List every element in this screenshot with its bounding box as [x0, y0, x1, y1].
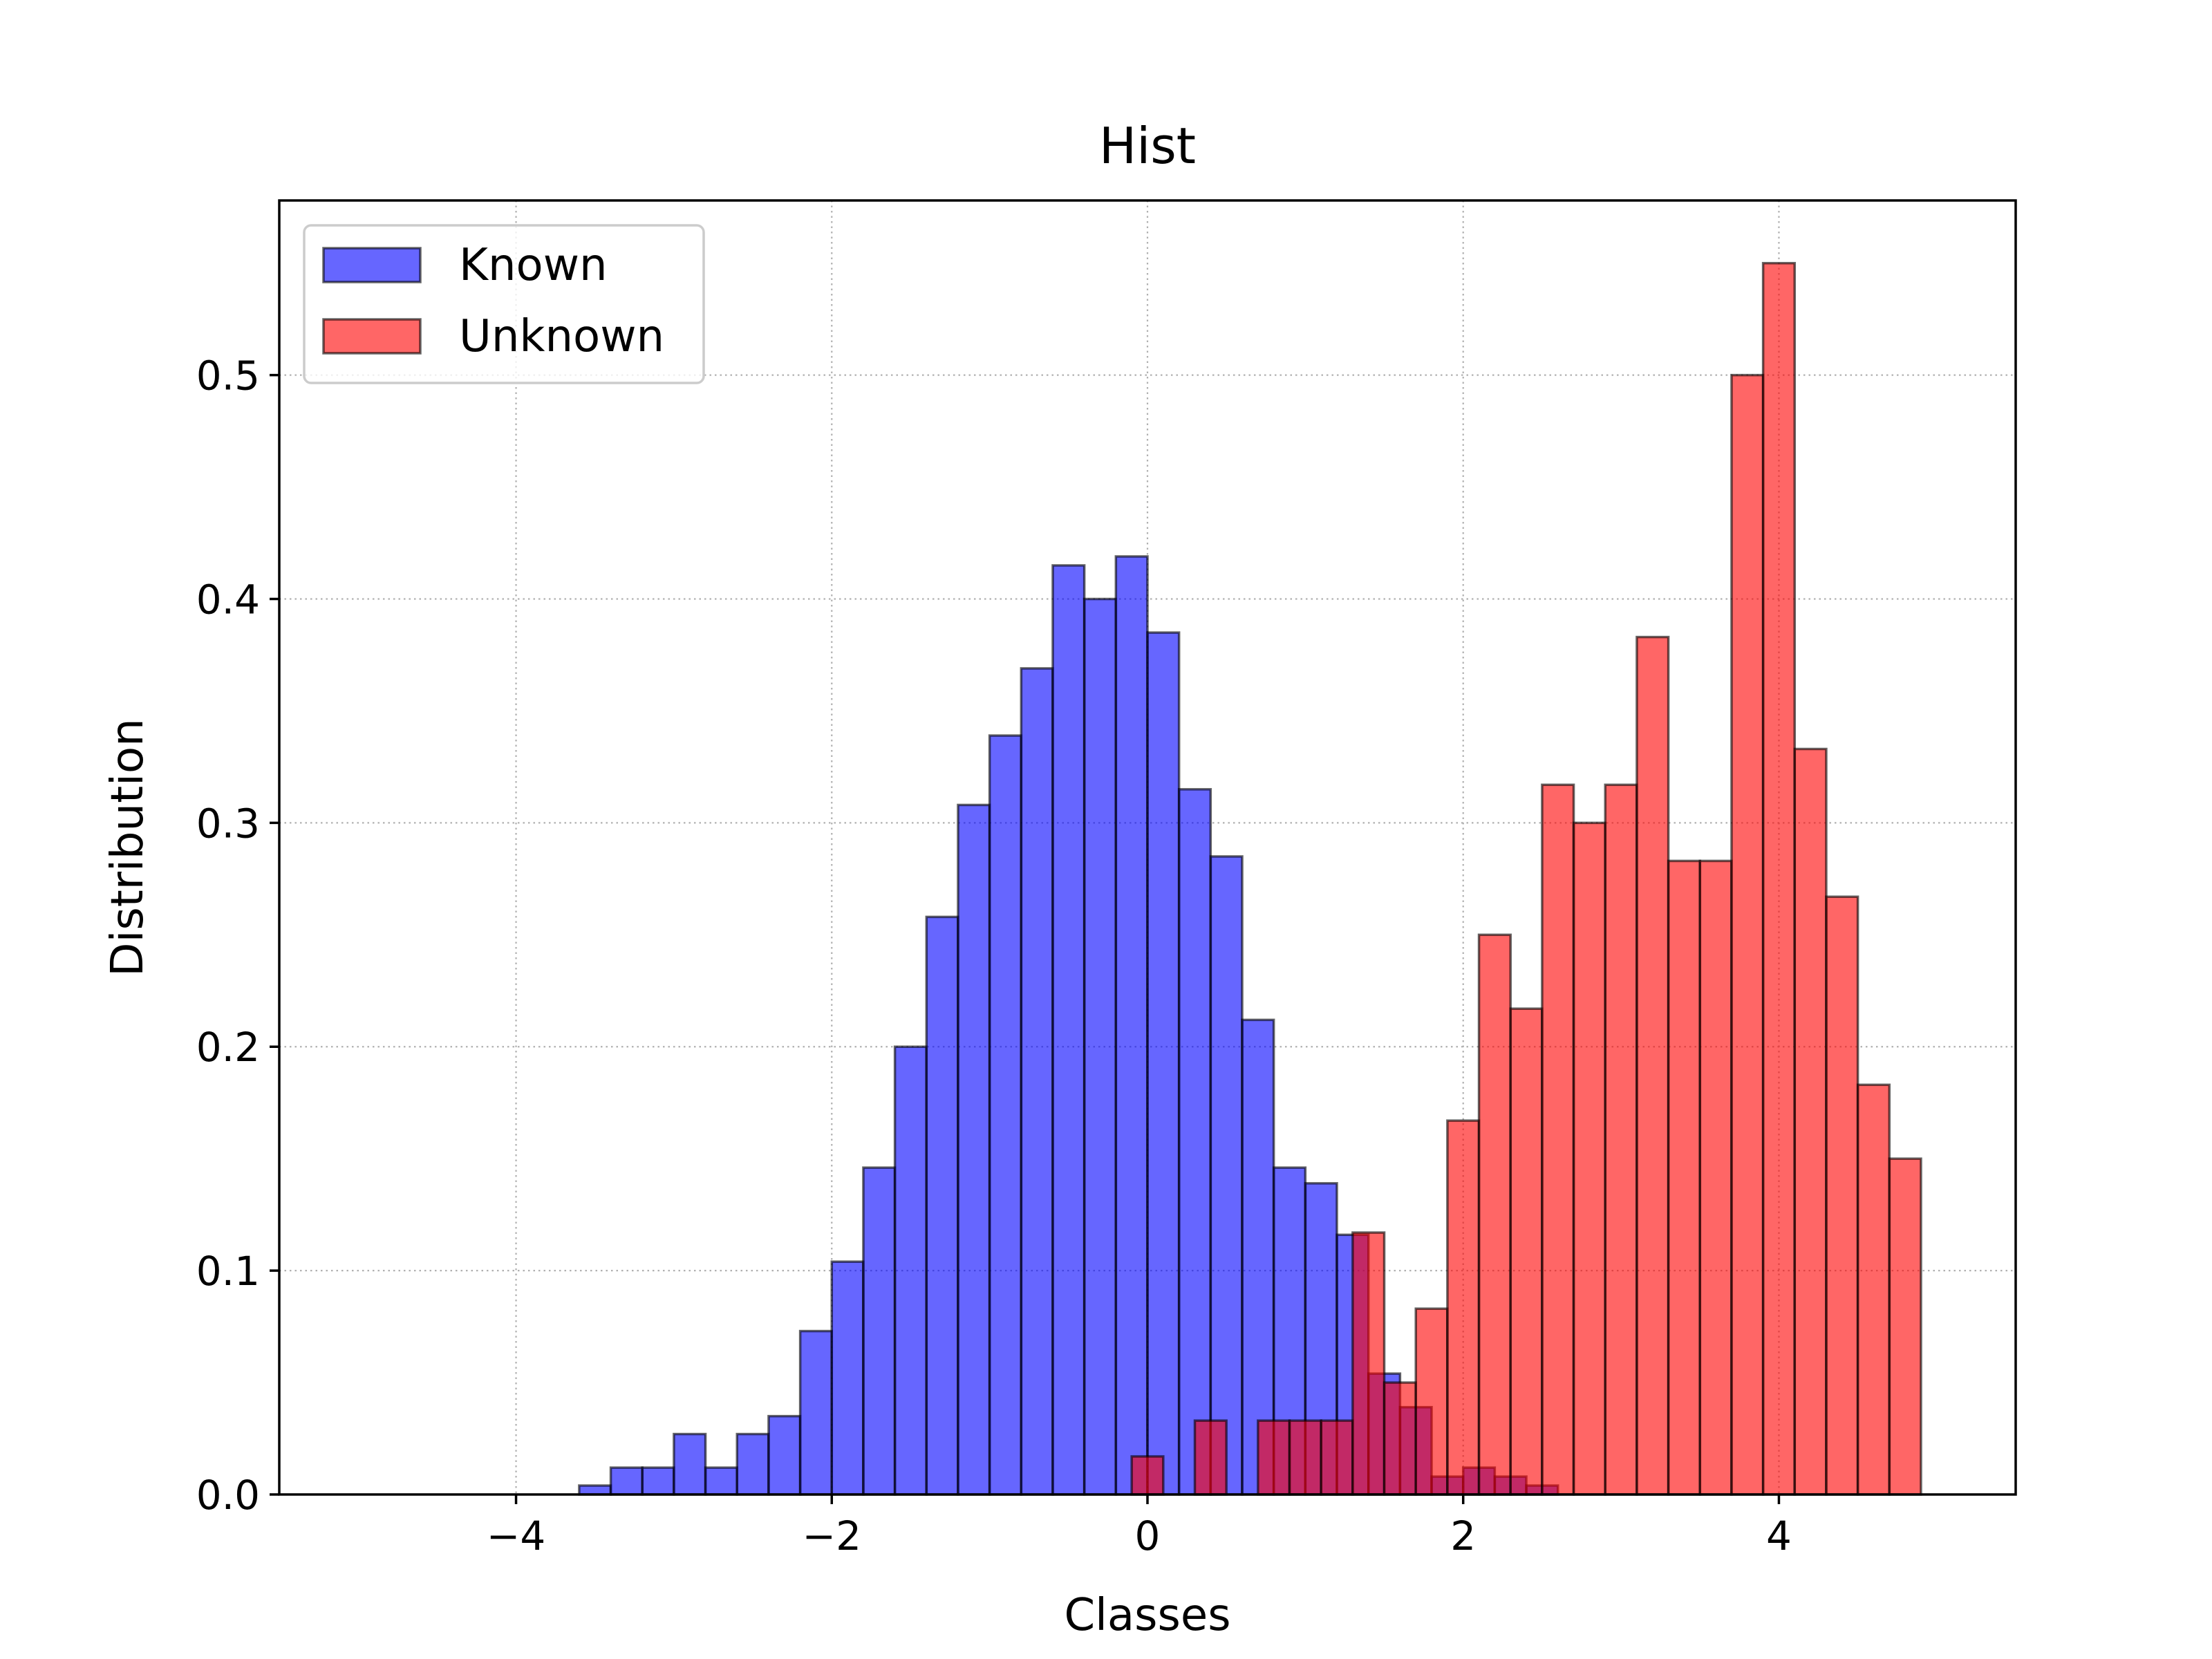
- histogram-bar-known: [578, 1484, 612, 1496]
- histogram-bar-known: [830, 1260, 865, 1496]
- histogram-bar-unknown: [1382, 1381, 1417, 1496]
- histogram-bar-unknown: [1856, 1083, 1891, 1496]
- legend-swatch-known: [322, 247, 422, 283]
- legend-swatch-unknown: [322, 318, 422, 355]
- x-tick-label: 0: [1135, 1512, 1161, 1559]
- legend-label-unknown: Unknown: [459, 311, 664, 362]
- y-tick-label: 0.0: [196, 1472, 260, 1519]
- histogram-bar-known: [1177, 788, 1212, 1496]
- histogram-bar-known: [1051, 564, 1086, 1496]
- histogram-bar-unknown: [1572, 821, 1607, 1496]
- y-tick-label: 0.3: [196, 800, 260, 847]
- histogram-bar-known: [673, 1432, 707, 1496]
- histogram-bar-known: [735, 1432, 770, 1496]
- histogram-bar-known: [925, 915, 959, 1496]
- histogram-bar-known: [1146, 631, 1181, 1496]
- histogram-bar-unknown: [1288, 1419, 1322, 1496]
- axis-ticks: −4 −2 0 2 4 0.0 0.1 0.2 0.3 0.4 0.5: [196, 353, 1792, 1559]
- histogram-bar-known: [1082, 597, 1118, 1496]
- histogram-bar-unknown: [1477, 933, 1512, 1496]
- histogram-bar-known: [1209, 855, 1244, 1496]
- histogram-bar-known: [641, 1466, 675, 1496]
- histogram-bar-unknown: [1414, 1307, 1449, 1496]
- histogram-bar-unknown: [1635, 635, 1670, 1496]
- histogram-bar-unknown: [1351, 1231, 1386, 1496]
- y-axis-label: Distribution: [102, 718, 153, 976]
- histogram-bar-unknown: [1130, 1455, 1165, 1496]
- histogram-bar-unknown: [1698, 859, 1733, 1496]
- histogram-bar-unknown: [1793, 747, 1828, 1496]
- histogram-bar-known: [893, 1045, 928, 1496]
- histogram-bar-known: [798, 1329, 834, 1496]
- histogram-bar-unknown: [1193, 1419, 1228, 1496]
- x-tick-label: −2: [803, 1512, 862, 1559]
- histogram-bar-known: [704, 1466, 739, 1496]
- x-axis-label: Classes: [1064, 1590, 1230, 1641]
- histogram-bar-unknown: [1257, 1419, 1291, 1496]
- histogram-bar-known: [862, 1166, 897, 1496]
- histogram-bar-unknown: [1888, 1157, 1922, 1496]
- y-tick-label: 0.5: [196, 353, 260, 400]
- x-tick-label: 2: [1450, 1512, 1476, 1559]
- legend-label-known: Known: [459, 240, 608, 291]
- histogram-bar-known: [609, 1466, 644, 1496]
- histogram-bar-known: [767, 1414, 802, 1496]
- histogram-bar-known: [1020, 667, 1054, 1496]
- histogram-bar-unknown: [1446, 1119, 1481, 1496]
- histogram-bar-known: [1114, 555, 1149, 1496]
- histogram-bar-unknown: [1509, 1007, 1544, 1496]
- x-tick-label: 4: [1766, 1512, 1792, 1559]
- y-tick-label: 0.1: [196, 1248, 260, 1295]
- histogram-bar-unknown: [1541, 783, 1575, 1496]
- histogram-bar-unknown: [1604, 783, 1638, 1496]
- y-tick-label: 0.4: [196, 576, 260, 623]
- x-tick-label: −4: [487, 1512, 546, 1559]
- histogram-bar-unknown: [1320, 1419, 1354, 1496]
- legend: Known Unknown: [303, 224, 705, 384]
- histogram-bar-unknown: [1667, 859, 1702, 1496]
- histogram-bar-known: [957, 803, 991, 1496]
- histogram-bar-known: [988, 734, 1023, 1496]
- histogram-bar-unknown: [1825, 895, 1859, 1496]
- chart-title: Hist: [1099, 117, 1196, 175]
- histogram-bar-unknown: [1730, 373, 1765, 1496]
- y-tick-label: 0.2: [196, 1024, 260, 1071]
- histogram-bar-unknown: [1761, 261, 1797, 1496]
